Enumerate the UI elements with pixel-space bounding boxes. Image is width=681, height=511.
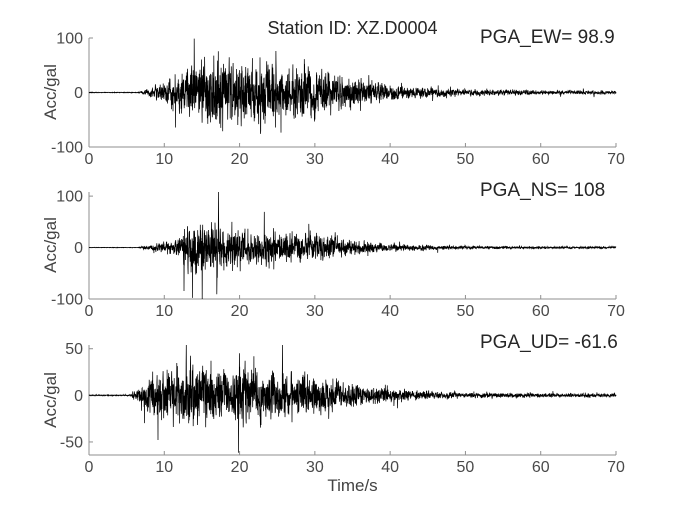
x-tick-label: 30	[306, 151, 324, 168]
x-tick-label: 30	[306, 459, 324, 476]
x-tick-label: 60	[532, 459, 550, 476]
y-tick-label: 0	[74, 240, 83, 257]
x-tick-label: 10	[155, 303, 173, 320]
waveform-trace-ns	[88, 191, 617, 300]
waveform-trace-ew	[88, 38, 617, 134]
x-tick-label: 70	[607, 459, 625, 476]
pga-ud-annotation: PGA_UD= -61.6	[480, 332, 618, 353]
y-tick-label: 0	[74, 388, 83, 405]
x-tick-label: 50	[457, 303, 475, 320]
x-tick-label: 70	[607, 151, 625, 168]
y-tick-label: 50	[65, 341, 83, 358]
x-tick-label: 40	[381, 303, 399, 320]
waveform-trace-ud	[88, 344, 617, 453]
x-tick-label: 40	[381, 151, 399, 168]
y-tick-label: 100	[56, 189, 83, 206]
x-tick-label: 60	[532, 303, 550, 320]
y-tick-label: 0	[74, 85, 83, 102]
x-tick-label: 0	[85, 459, 94, 476]
y-tick-label: -100	[51, 292, 83, 309]
x-tick-label: 50	[457, 151, 475, 168]
x-tick-label: 10	[155, 151, 173, 168]
x-tick-label: 50	[457, 459, 475, 476]
y-axis-label-ew: Acc/gal	[41, 64, 60, 120]
x-tick-label: 40	[381, 459, 399, 476]
x-tick-label: 0	[85, 151, 94, 168]
y-tick-label: -100	[51, 140, 83, 157]
figure-title: Station ID: XZ.D0004	[267, 18, 438, 38]
x-tick-label: 0	[85, 303, 94, 320]
x-tick-label: 60	[532, 151, 550, 168]
x-tick-label: 20	[231, 303, 249, 320]
pga-ew-annotation: PGA_EW= 98.9	[480, 27, 615, 48]
y-tick-label: 100	[56, 31, 83, 48]
y-tick-label: -50	[60, 434, 83, 451]
y-axis-label-ns: Acc/gal	[41, 217, 60, 273]
x-tick-label: 20	[231, 459, 249, 476]
x-tick-label: 10	[155, 459, 173, 476]
x-tick-label: 20	[231, 151, 249, 168]
x-axis-label: Time/s	[327, 476, 378, 495]
pga-ns-annotation: PGA_NS= 108	[480, 180, 606, 201]
x-tick-label: 30	[306, 303, 324, 320]
y-axis-label-ud: Acc/gal	[41, 372, 60, 428]
x-tick-label: 70	[607, 303, 625, 320]
